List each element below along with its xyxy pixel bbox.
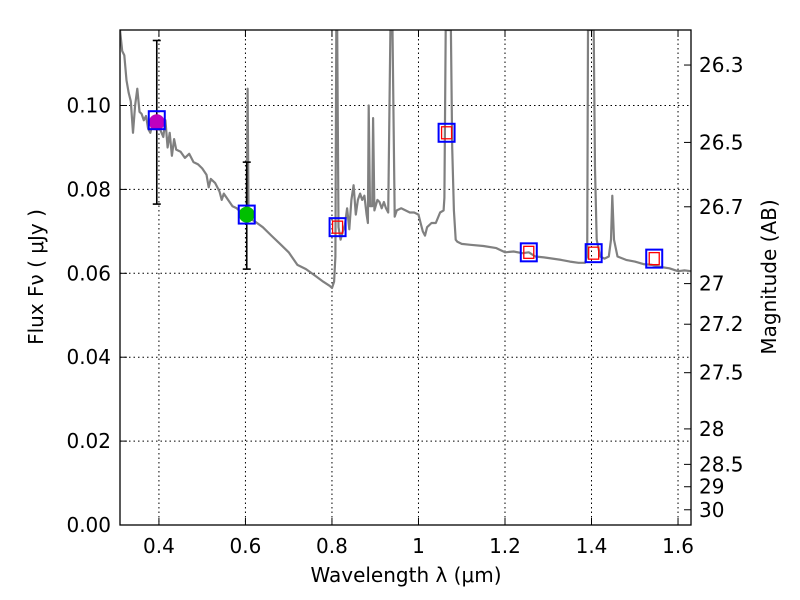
- model-photometry-box: [437, 122, 456, 143]
- model-photometry-inner-box: [648, 251, 660, 266]
- x-tick-label: 0.6: [230, 534, 262, 558]
- y-axis-label: Flux Fν ( μJy ): [24, 209, 48, 345]
- x-tick-label: 0.8: [316, 534, 348, 558]
- model-photometry-inner-box: [588, 246, 600, 260]
- mag-tick-label: 27: [699, 272, 724, 296]
- model-photometry-box: [584, 243, 603, 264]
- box-layer: [147, 110, 664, 269]
- axes: [119, 29, 692, 526]
- model-photometry-inner-box: [523, 245, 535, 259]
- model-photometry-inner-box: [331, 220, 344, 234]
- model-photometry-box: [328, 217, 347, 238]
- mag-tick-label: 28.5: [699, 452, 744, 476]
- mag-tick-label: 26.7: [699, 195, 744, 219]
- mag-tick-label: 26.5: [699, 130, 744, 154]
- spectrum-layer: [120, 30, 691, 290]
- mag-tick-label: 26.3: [699, 53, 744, 77]
- y-tick-label: 0.04: [66, 345, 111, 369]
- x-tick-label: 1.2: [489, 534, 521, 558]
- model-photometry-inner-box: [440, 126, 453, 140]
- errorbar-layer: [152, 39, 251, 270]
- x-tick-label: 1.4: [576, 534, 608, 558]
- observed-data-point: [148, 114, 165, 131]
- observed-data-point: [238, 206, 255, 223]
- mag-tick-label: 30: [699, 498, 724, 522]
- x-axis-label: Wavelength λ (μm): [310, 563, 501, 587]
- y-tick-label: 0.00: [66, 513, 111, 537]
- x-tick-label: 1: [412, 534, 425, 558]
- y-tick-label: 0.08: [66, 177, 111, 201]
- tick-labels: 0.4 0.6 0.8 1 1.2 1.4 1.6 0.00 0.02 0.04 0.06 0.08 0…: [66, 53, 743, 558]
- mag-tick-label: 28: [699, 417, 724, 441]
- model-photometry-box: [147, 110, 166, 131]
- y-tick-label: 0.06: [66, 261, 111, 285]
- x-tick-label: 0.4: [143, 534, 175, 558]
- mag-tick-label: 27.2: [699, 312, 744, 336]
- model-photometry-box: [645, 248, 664, 269]
- point-layer: [148, 114, 255, 223]
- grid: [120, 30, 691, 526]
- y-tick-label: 0.10: [66, 94, 111, 118]
- model-spectrum-line: [120, 30, 691, 290]
- model-photometry-box: [519, 242, 538, 263]
- plot-frame: [119, 29, 692, 526]
- mag-tick-label: 29: [699, 475, 724, 499]
- model-photometry-box: [237, 204, 256, 225]
- y-axis-label-right: Magnitude (AB): [757, 199, 781, 354]
- mag-tick-label: 27.5: [699, 361, 744, 385]
- y-tick-label: 0.02: [66, 429, 111, 453]
- x-tick-label: 1.6: [662, 534, 694, 558]
